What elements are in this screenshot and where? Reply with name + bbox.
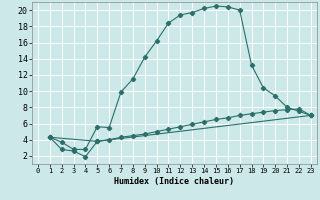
X-axis label: Humidex (Indice chaleur): Humidex (Indice chaleur) [115, 177, 234, 186]
